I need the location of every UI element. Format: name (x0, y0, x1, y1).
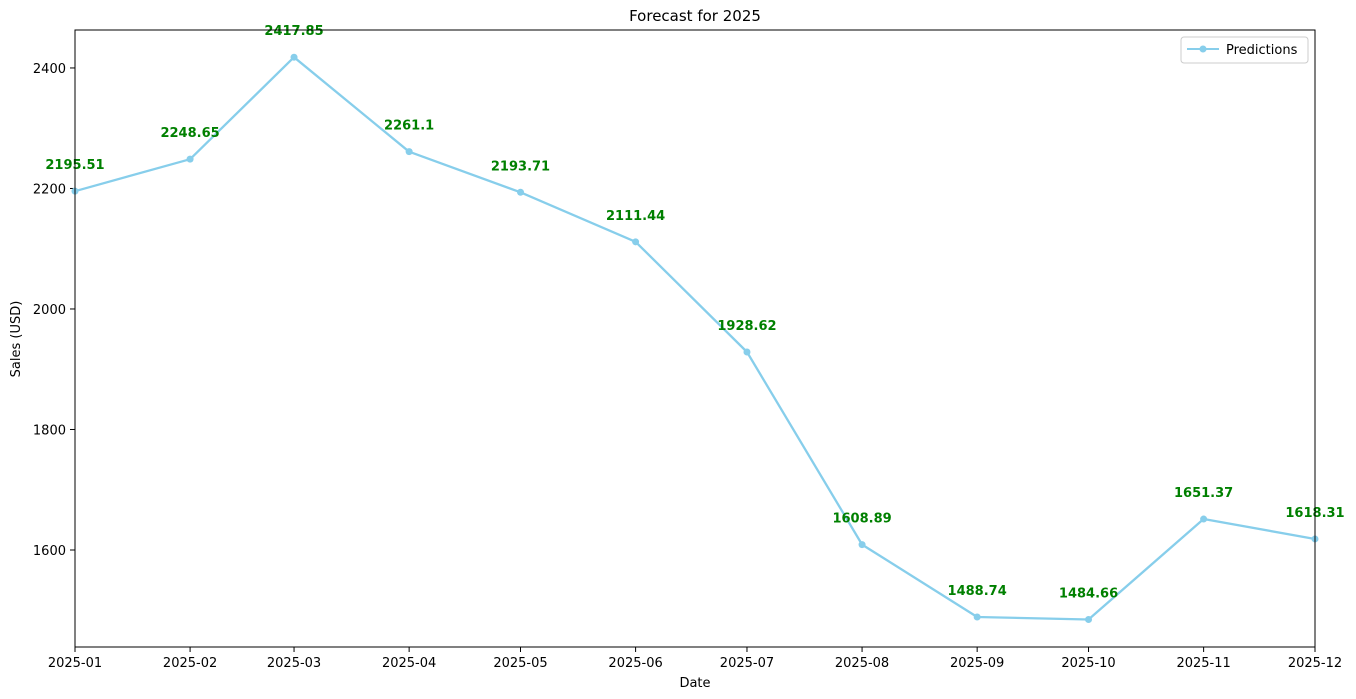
data-label: 1484.66 (1059, 586, 1118, 601)
data-point (1200, 515, 1208, 523)
x-tick-label: 2025-06 (608, 656, 662, 671)
data-label: 1488.74 (948, 584, 1007, 599)
data-point (186, 155, 194, 163)
chart-title: Forecast for 2025 (629, 7, 761, 25)
data-label: 2193.71 (491, 159, 550, 174)
data-point (290, 53, 298, 61)
plot-area: 1600 1800 2000 2200 2400 2025-01 2025-02 2025-0… (33, 24, 1345, 671)
data-point (1085, 615, 1093, 623)
data-point (632, 238, 640, 246)
legend-label: Predictions (1226, 43, 1298, 58)
x-tick-label: 2025-04 (382, 656, 436, 671)
y-tick-label: 2400 (33, 62, 66, 77)
x-axis-title: Date (679, 676, 710, 691)
data-label: 2261.1 (384, 119, 434, 134)
x-tick-label: 2025-01 (48, 656, 102, 671)
y-axis-title: Sales (USD) (9, 301, 24, 378)
series-line-predictions (74, 56, 1316, 621)
x-tick-label: 2025-09 (950, 656, 1004, 671)
y-tick-label: 2200 (33, 182, 66, 197)
legend[interactable]: Predictions (1180, 36, 1309, 64)
x-tick-label: 2025-11 (1176, 656, 1230, 671)
data-point (858, 541, 866, 549)
x-tick-label: 2025-08 (835, 656, 889, 671)
legend-box (1180, 36, 1309, 64)
y-tick-label: 1800 (33, 423, 66, 438)
x-tick-label: 2025-03 (267, 656, 321, 671)
x-tick-label: 2025-07 (720, 656, 774, 671)
data-point (517, 188, 525, 196)
plot-frame (74, 29, 1316, 648)
x-tick-label: 2025-02 (163, 656, 217, 671)
data-label: 2111.44 (606, 209, 665, 224)
data-label: 1928.62 (717, 319, 776, 334)
data-label: 2417.85 (264, 24, 323, 39)
legend-marker-swatch (1199, 45, 1207, 53)
y-tick-label: 1600 (33, 544, 66, 559)
x-tick-label: 2025-05 (493, 656, 547, 671)
data-label: 1608.89 (832, 512, 891, 527)
data-label: 2248.65 (160, 126, 219, 141)
data-point (973, 613, 981, 621)
data-label: 1651.37 (1174, 486, 1233, 501)
x-tick-label: 2025-10 (1061, 656, 1115, 671)
y-tick-label: 2000 (33, 303, 66, 318)
data-point (405, 148, 413, 156)
data-point (743, 348, 751, 356)
x-tick-label: 2025-12 (1288, 656, 1342, 671)
